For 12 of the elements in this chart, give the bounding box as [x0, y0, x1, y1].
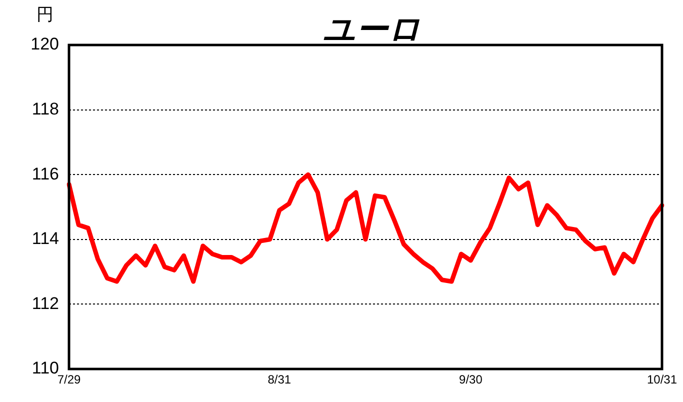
y-tick-label: 116 [32, 164, 59, 184]
x-tick-label: 8/31 [268, 372, 292, 387]
y-tick-label: 112 [32, 294, 59, 313]
y-tick-label: 120 [30, 34, 59, 54]
x-tick-label: 10/31 [646, 372, 678, 387]
x-tick-label: 7/29 [57, 372, 81, 387]
y-tick-label: 110 [32, 358, 59, 378]
y-tick-label: 118 [32, 99, 59, 118]
chart-title: ユーロ [323, 10, 421, 47]
x-tick-label: 9/30 [459, 372, 483, 387]
y-tick-label: 114 [32, 229, 59, 248]
y-axis-title: 円 [36, 5, 54, 24]
